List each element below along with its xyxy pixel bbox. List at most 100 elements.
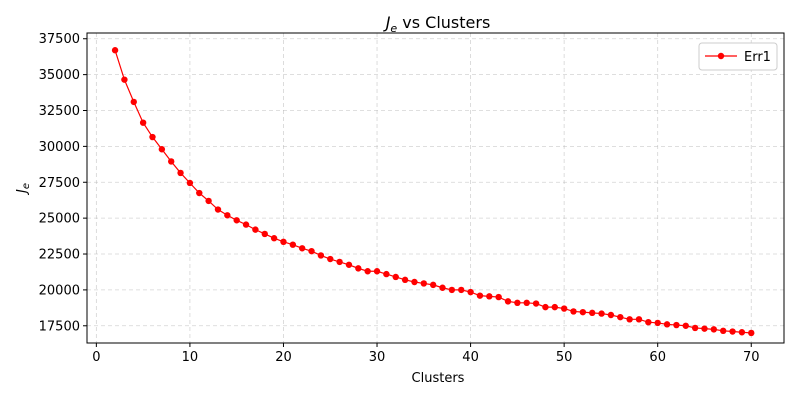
data-point	[317, 252, 325, 259]
x-tick-label: 40	[462, 350, 479, 365]
data-point	[458, 286, 465, 294]
data-point	[401, 276, 409, 284]
x-tick-label: 0	[92, 350, 100, 365]
data-point	[560, 305, 568, 312]
data-point	[233, 217, 240, 224]
data-point	[130, 98, 137, 106]
data-point	[242, 221, 250, 228]
data-point	[551, 303, 558, 311]
data-point	[710, 326, 718, 333]
data-point	[514, 299, 521, 307]
data-point	[682, 322, 689, 329]
data-point	[570, 308, 577, 315]
data-point	[729, 328, 736, 335]
y-tick-label: 17500	[39, 319, 80, 334]
data-point	[336, 258, 343, 266]
legend-label: Err1	[744, 50, 771, 65]
legend: Err1	[698, 42, 778, 71]
data-point	[149, 133, 156, 141]
data-point	[214, 206, 222, 213]
data-point	[298, 245, 306, 252]
data-point	[673, 321, 680, 329]
data-point	[383, 270, 390, 278]
data-point	[738, 329, 746, 336]
x-axis-label: Clusters	[412, 371, 465, 386]
data-point	[224, 212, 231, 219]
data-point	[373, 268, 381, 275]
data-point	[177, 169, 184, 177]
data-point	[532, 300, 540, 307]
data-point	[663, 321, 671, 328]
data-point	[691, 324, 699, 332]
data-point	[392, 273, 399, 281]
data-point	[289, 241, 297, 248]
data-point	[523, 299, 530, 307]
data-point	[308, 247, 315, 255]
data-point	[607, 311, 615, 319]
data-point	[495, 293, 502, 301]
y-axis-label: Je	[15, 183, 32, 196]
y-tick-label: 35000	[39, 68, 80, 83]
y-tick-label: 22500	[39, 248, 80, 263]
data-point	[111, 47, 119, 54]
data-point	[261, 230, 268, 238]
data-point	[158, 146, 166, 153]
data-point	[186, 179, 194, 187]
data-point	[168, 158, 175, 165]
plot-frame	[86, 32, 785, 344]
data-point	[327, 255, 334, 263]
data-point	[439, 284, 446, 291]
data-point	[270, 235, 278, 242]
data-point	[420, 280, 428, 287]
data-point	[542, 303, 549, 311]
x-tick-label: 60	[649, 350, 666, 365]
data-point	[364, 268, 371, 275]
x-tick-label: 70	[743, 350, 760, 365]
series-layer	[111, 47, 755, 337]
data-point	[589, 309, 596, 317]
data-point	[205, 197, 212, 205]
data-point	[701, 325, 708, 332]
grid	[87, 33, 784, 343]
data-point	[411, 278, 418, 286]
legend-box	[698, 42, 778, 71]
data-point	[476, 292, 484, 299]
x-ticks: 0 10 20 30 40 50 60 70	[92, 343, 760, 365]
data-point	[252, 226, 259, 233]
y-tick-label: 27500	[39, 176, 80, 191]
x-tick-label: 10	[182, 350, 199, 365]
data-point	[121, 76, 128, 83]
y-tick-label: 25000	[39, 212, 80, 227]
data-point	[598, 310, 605, 317]
chart-title: Je vs Clusters	[383, 13, 491, 35]
x-tick-label: 30	[369, 350, 386, 365]
data-point	[429, 281, 437, 289]
y-tick-label: 30000	[39, 140, 80, 155]
x-tick-label: 20	[275, 350, 292, 365]
y-tick-label: 20000	[39, 283, 80, 298]
data-point	[486, 293, 493, 300]
data-point	[196, 189, 203, 197]
data-point	[654, 319, 661, 327]
legend-marker-swatch	[717, 52, 725, 60]
data-point	[448, 286, 456, 294]
data-point	[719, 327, 727, 334]
data-point	[748, 329, 755, 337]
y-tick-label: 32500	[39, 104, 80, 119]
data-point	[617, 313, 624, 321]
data-point	[355, 265, 362, 272]
data-point	[504, 298, 512, 305]
data-point	[635, 316, 643, 323]
data-point	[579, 308, 587, 316]
data-point	[467, 288, 474, 296]
x-tick-label: 50	[556, 350, 573, 365]
y-tick-label: 37500	[39, 32, 80, 47]
data-point	[139, 119, 147, 126]
data-point	[345, 261, 353, 268]
y-ticks: 17500 20000 22500 25000 27500 30000 32500 35000…	[39, 32, 87, 334]
data-point	[645, 318, 652, 326]
data-point	[626, 316, 633, 323]
data-point	[280, 238, 287, 246]
